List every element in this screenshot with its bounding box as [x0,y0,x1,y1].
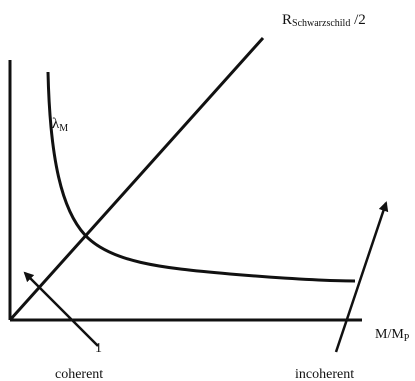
incoherent-label: incoherent [295,367,354,381]
tick-label-one: 1 [95,341,102,356]
incoherent-arrow [334,201,389,353]
x-axis-label: M/MP [375,327,410,344]
schwarzschild-line [8,36,265,322]
coherent-label: coherent [55,367,103,381]
coherent-arrow [23,271,99,347]
lambda-label: λM [52,116,68,134]
lambda-curve [46,71,356,283]
schwarzschild-label: RSchwarzschild /2 [282,12,366,29]
